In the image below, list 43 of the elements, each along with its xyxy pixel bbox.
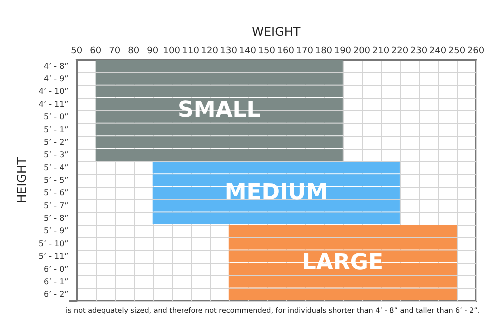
y-axis-title: HEIGHT bbox=[15, 156, 29, 204]
x-tick-label: 110 bbox=[182, 46, 200, 56]
y-tick-label: 5’ - 9” bbox=[44, 226, 69, 236]
y-tick-label: 5’ - 10” bbox=[38, 239, 69, 248]
x-tick-label: 250 bbox=[448, 46, 466, 56]
y-tick-label: 4’ - 11” bbox=[38, 100, 69, 109]
x-tick-label: 230 bbox=[410, 46, 428, 56]
x-tick-label: 190 bbox=[334, 46, 352, 56]
x-tick-label: 90 bbox=[147, 46, 159, 56]
y-tick-label: 5’ - 2” bbox=[44, 138, 69, 147]
y-tick-label: 5’ - 4” bbox=[44, 163, 69, 172]
x-tick-label: 120 bbox=[201, 46, 219, 56]
y-tick-label: 6’ - 1” bbox=[44, 277, 69, 286]
y-tick-label: 5’ - 11” bbox=[38, 252, 69, 262]
x-tick-label: 200 bbox=[353, 46, 371, 56]
x-tick-label: 150 bbox=[258, 46, 276, 56]
x-tick-label: 50 bbox=[71, 46, 83, 56]
y-tick-label: 4’ - 10” bbox=[38, 87, 69, 96]
y-tick-label: 5’ - 8” bbox=[44, 214, 69, 224]
x-tick-label: 260 bbox=[467, 46, 485, 56]
x-tick-label: 160 bbox=[277, 46, 295, 56]
y-tick-label: 4’ - 9” bbox=[44, 74, 69, 84]
x-axis-title: WEIGHT bbox=[252, 25, 302, 39]
y-tick-label: 5’ - 7” bbox=[44, 201, 69, 210]
x-tick-label: 170 bbox=[296, 46, 314, 56]
x-tick-label: 130 bbox=[220, 46, 238, 56]
x-tick-label: 70 bbox=[109, 46, 121, 56]
y-tick-label: 4’ - 8” bbox=[44, 62, 69, 71]
x-tick-label: 60 bbox=[90, 46, 102, 56]
y-tick-label: 6’ - 2” bbox=[44, 290, 69, 300]
x-tick-label: 80 bbox=[128, 46, 140, 56]
y-tick-label: 5’ - 6” bbox=[44, 188, 69, 198]
x-tick-label: 220 bbox=[391, 46, 409, 56]
y-tick-label: 6’ - 0” bbox=[44, 264, 69, 274]
x-tick-label: 240 bbox=[429, 46, 447, 56]
x-tick-label: 140 bbox=[239, 46, 257, 56]
y-tick-label: 5’ - 1” bbox=[44, 125, 69, 134]
x-tick-label: 100 bbox=[163, 46, 181, 56]
x-tick-label: 180 bbox=[315, 46, 333, 56]
y-tick-label: 5’ - 0” bbox=[44, 112, 69, 122]
y-tick-label: 5’ - 3” bbox=[44, 150, 69, 160]
x-tick-label: 210 bbox=[372, 46, 390, 56]
y-tick-label: 5’ - 5” bbox=[44, 176, 69, 185]
